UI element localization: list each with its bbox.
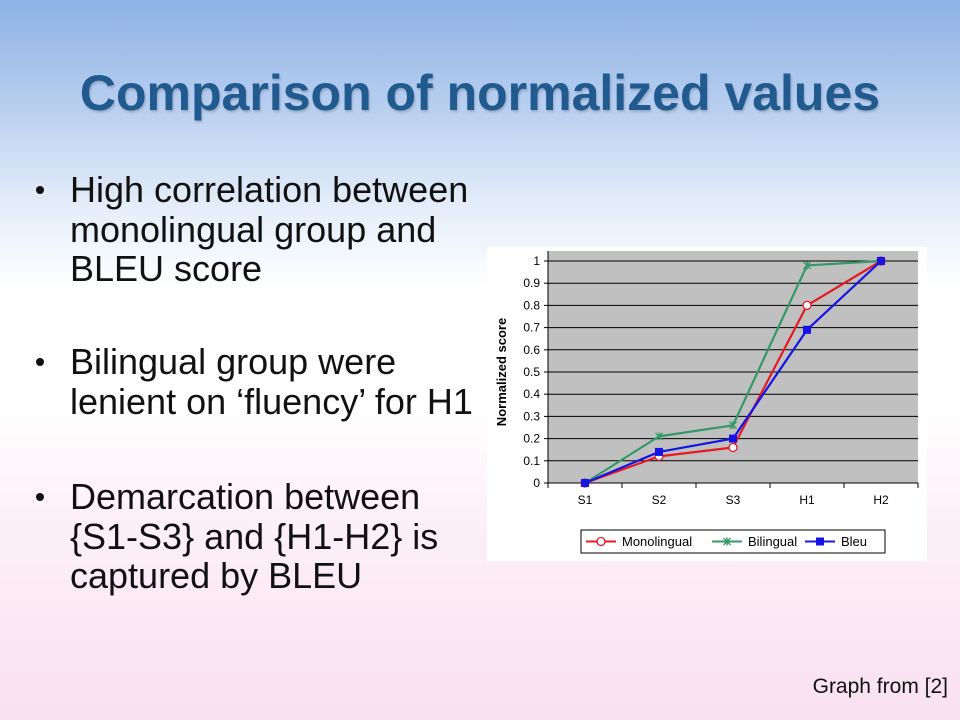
bullet-text-line: BLEU score — [70, 248, 263, 289]
y-tick-label: 0.3 — [523, 409, 540, 423]
monolingual-point — [728, 442, 738, 453]
bleu-point — [729, 434, 737, 443]
legend-marker-icon — [723, 537, 731, 546]
x-tick-label: S2 — [652, 493, 667, 507]
slide-title: Comparison of normalized values — [79, 65, 881, 121]
bullet-text-line: captured by BLEU — [70, 555, 363, 596]
legend-item: Monolingual — [586, 534, 692, 549]
line-chart: 0 0.1 0.2 0.3 0.4 0.5 0.6 0.7 0.8 0.9 1 S1 S2 S3 H1 H2 N… — [487, 247, 927, 561]
bullet-text-line: Demarcation between — [70, 476, 421, 517]
bullet-text-line: Bilingual group were — [70, 341, 397, 382]
legend-marker-icon — [816, 537, 824, 546]
y-tick-label: 0.2 — [523, 432, 540, 446]
bullet-point: High correlation between monolingual gro… — [36, 169, 469, 289]
bleu-point — [877, 257, 885, 265]
bleu-point — [803, 325, 811, 334]
legend-label: Bilingual — [748, 534, 797, 549]
bullet-text-line: monolingual group and — [70, 208, 437, 250]
bullet-dot-icon — [36, 358, 44, 366]
x-tick-label: H2 — [873, 493, 889, 507]
legend-marker-icon — [596, 536, 606, 547]
legend-item: Bilingual — [712, 534, 797, 549]
y-tick-label: 0.8 — [523, 298, 540, 312]
bullet-text-line: lenient on ‘fluency’ for H1 — [70, 380, 473, 422]
y-tick-label: 0 — [533, 476, 540, 490]
bullet-point: Bilingual group were lenient on ‘fluency… — [36, 341, 473, 422]
bullet-dot-icon — [36, 186, 44, 194]
monolingual-point — [802, 300, 812, 311]
y-tick-label: 0.9 — [523, 276, 540, 290]
series-bilingual — [581, 257, 885, 487]
y-tick-label: 0.1 — [523, 454, 540, 468]
source-note: Graph from [2] — [812, 675, 948, 698]
chart-legend: Monolingual Bilingual Bleu — [580, 529, 886, 554]
bullet-point: Demarcation between {S1-S3} and {H1-H2} … — [36, 476, 439, 596]
bilingual-point — [803, 261, 811, 270]
x-tick-label: S1 — [578, 493, 593, 507]
x-tick-label: S3 — [726, 493, 741, 507]
y-tick-label: 1 — [533, 254, 540, 268]
bullet-dot-icon — [36, 493, 44, 501]
y-tick-label: 0.5 — [523, 365, 540, 379]
bilingual-point — [655, 432, 663, 441]
x-tick-label: H1 — [799, 493, 815, 507]
y-tick-label: 0.4 — [523, 387, 540, 401]
bleu-point — [581, 479, 589, 487]
y-axis-title: Normalized score — [494, 318, 509, 426]
series-bleu — [581, 257, 885, 487]
legend-label: Bleu — [841, 534, 867, 549]
bleu-point — [655, 447, 663, 456]
legend-label: Monolingual — [622, 534, 692, 549]
y-tick-label: 0.6 — [523, 343, 540, 357]
legend-item: Bleu — [805, 534, 867, 549]
bullet-text-line: High correlation between — [70, 169, 469, 210]
bullet-text-line: {S1-S3} and {H1-H2} is — [70, 515, 439, 557]
y-tick-label: 0.7 — [523, 321, 540, 335]
bilingual-point — [729, 421, 737, 430]
